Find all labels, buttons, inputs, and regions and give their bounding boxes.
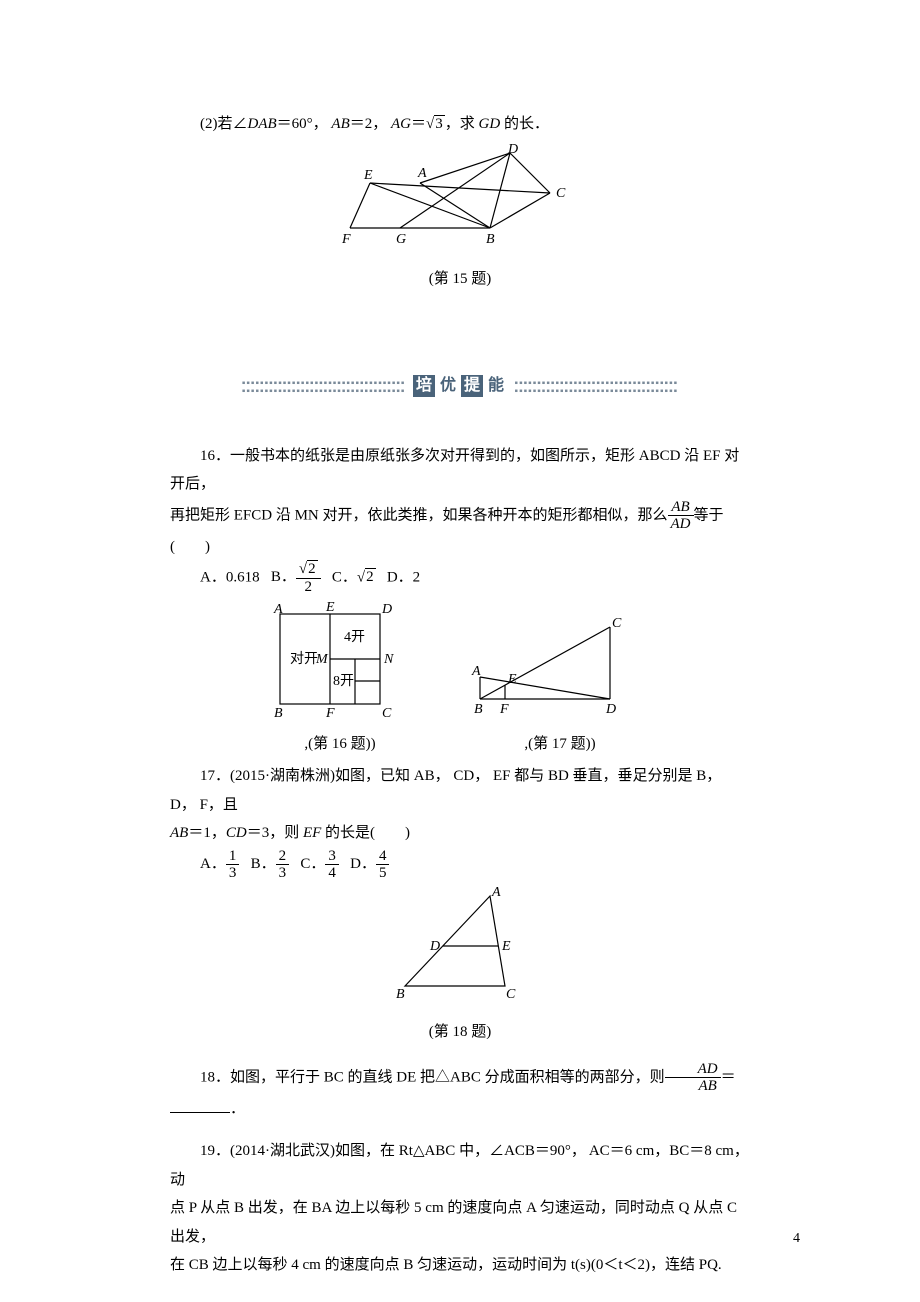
svg-text:F: F	[499, 702, 509, 717]
svg-text:A: A	[491, 886, 501, 900]
svg-text:N: N	[383, 652, 394, 667]
svg-text:B: B	[474, 702, 483, 717]
q17-figure: A E C B F D	[460, 609, 660, 719]
q18-text: 18．如图，平行于 BC 的直线 DE 把△ABC 分成面积相等的两部分，则AD…	[170, 1061, 750, 1124]
q17-option-b: B．23	[251, 856, 290, 872]
banner-char-3: 提	[461, 375, 483, 397]
q16-q17-figures: A E D M N B F C 对开 4开 8开 ,(第 16 题))	[170, 599, 750, 758]
q15-line: (2)若∠DAB＝60°， AB＝2， AG＝√3，求 GD 的长．	[170, 110, 750, 139]
svg-text:4开: 4开	[344, 630, 365, 645]
svg-text:F: F	[325, 706, 335, 719]
q16-option-d: D．2	[387, 569, 420, 585]
svg-text:D: D	[381, 602, 392, 617]
q19-text: 19．(2014·湖北武汉)如图，在 Rt△ABC 中，∠ACB＝90°， AC…	[170, 1137, 750, 1194]
q17-text: 17．(2015·湖南株洲)如图，已知 AB， CD， EF 都与 BD 垂直，…	[170, 762, 750, 819]
q16-figure: A E D M N B F C 对开 4开 8开	[260, 599, 420, 719]
q17-text-2: AB＝1，CD＝3，则 EF 的长是( )	[170, 819, 750, 848]
banner-char-4: 能	[485, 375, 507, 397]
svg-text:C: C	[506, 987, 516, 1002]
svg-text:A: A	[417, 166, 427, 181]
q16-option-a: A．0.618	[200, 569, 260, 585]
svg-text:E: E	[363, 168, 373, 183]
q17-option-d: D．45	[350, 856, 389, 872]
svg-text:G: G	[396, 232, 406, 247]
svg-text:E: E	[501, 939, 511, 954]
svg-text:A: A	[273, 602, 283, 617]
page-number: 4	[793, 1231, 800, 1247]
q17-option-c: C．34	[300, 856, 339, 872]
q16-option-b: B．√22	[271, 569, 321, 585]
svg-text:F: F	[341, 232, 351, 247]
q16-text-2: 再把矩形 EFCD 沿 MN 对开，依此类推，如果各种开本的矩形都相似，那么AB…	[170, 499, 750, 562]
banner-char-1: 培	[413, 375, 435, 397]
svg-text:8开: 8开	[333, 674, 354, 689]
svg-text:B: B	[396, 987, 405, 1002]
q16-options: A．0.618 B．√22 C．√2 D．2	[200, 561, 750, 595]
q16-caption: ,(第 16 题))	[260, 730, 420, 759]
svg-text:E: E	[507, 672, 517, 687]
svg-text:C: C	[382, 706, 392, 719]
q17-caption: ,(第 17 题))	[460, 730, 660, 759]
q17-option-a: A．13	[200, 856, 239, 872]
section-banner: ▪▪▪▪▪▪▪▪▪▪▪▪▪▪▪▪▪▪▪▪▪▪▪▪▪▪▪▪▪▪▪▪▪▪▪▪▪▪▪▪…	[170, 374, 750, 402]
q18-caption: (第 18 题)	[170, 1018, 750, 1047]
q15-figure: E A D C F G B (第 15 题)	[170, 143, 750, 294]
q16-option-c: C．√2	[332, 568, 376, 585]
q16-text: 16．一般书本的纸张是由原纸张多次对开得到的，如图所示，矩形 ABCD 沿 EF…	[170, 442, 750, 499]
q19-number: 19．	[200, 1143, 230, 1159]
q19-text-2: 点 P 从点 B 出发，在 BA 边上以每秒 5 cm 的速度向点 A 匀速运动…	[170, 1194, 750, 1251]
svg-text:C: C	[556, 186, 566, 201]
q15-caption: (第 15 题)	[170, 265, 750, 294]
svg-text:D: D	[429, 939, 440, 954]
q16-number: 16．	[200, 448, 230, 464]
banner-char-2: 优	[437, 375, 459, 397]
svg-text:D: D	[605, 702, 616, 717]
svg-text:D: D	[507, 143, 518, 157]
q18-blank	[170, 1097, 230, 1113]
svg-text:B: B	[486, 232, 495, 247]
svg-text:C: C	[612, 616, 622, 631]
q18-number: 18．	[200, 1069, 230, 1085]
svg-text:B: B	[274, 706, 283, 719]
q19-text-3: 在 CB 边上以每秒 4 cm 的速度向点 B 匀速运动，运动时间为 t(s)(…	[170, 1251, 750, 1280]
svg-text:E: E	[325, 600, 335, 615]
q17-options: A．13 B．23 C．34 D．45	[200, 848, 750, 882]
q17-number: 17．	[200, 768, 230, 784]
svg-text:A: A	[471, 664, 481, 679]
q18-figure: A D E B C (第 18 题)	[170, 886, 750, 1047]
svg-text:对开: 对开	[290, 651, 318, 667]
